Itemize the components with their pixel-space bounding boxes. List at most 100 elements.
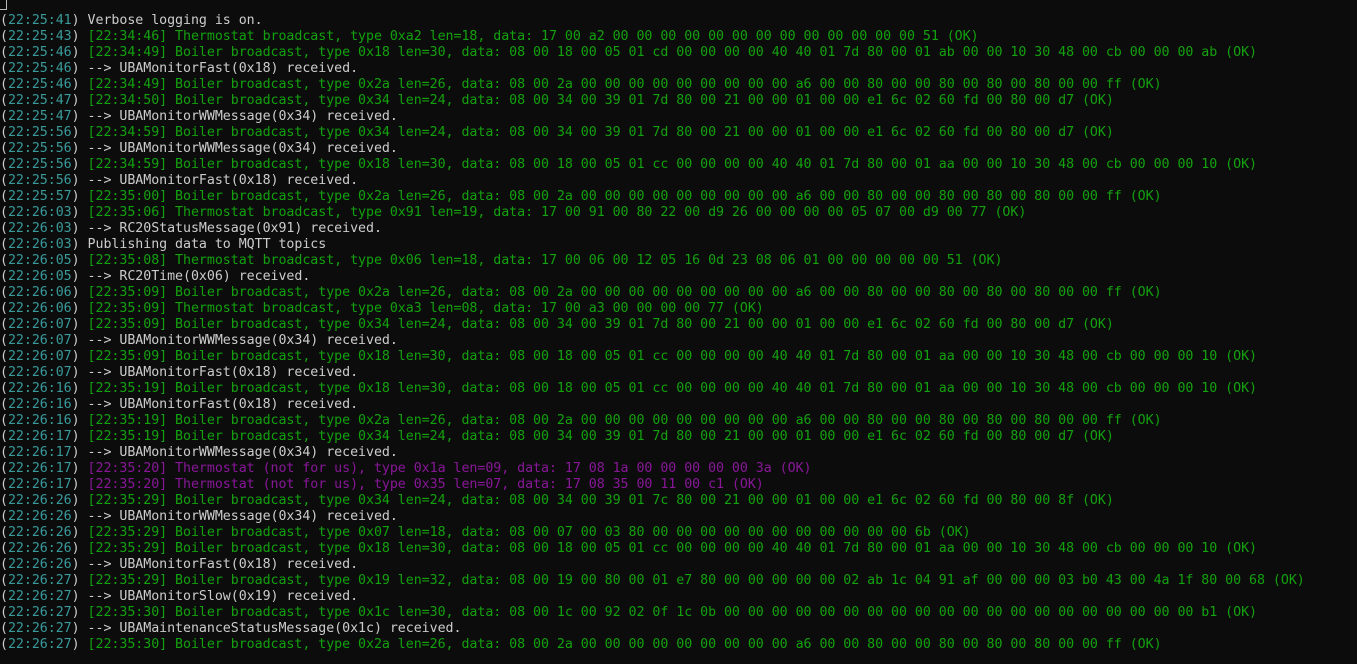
log-line: (22:26:05) --> RC20Time(0x06) received. [0,269,1305,285]
log-message: [22:35:08] Thermostat broadcast, type 0x… [87,253,1003,268]
log-line: (22:25:43) [22:34:46] Thermostat broadca… [0,29,1305,45]
log-line: (22:26:26) [22:35:29] Boiler broadcast, … [0,525,1305,541]
paren: ( [0,589,8,604]
log-timestamp: 22:26:03 [7,221,72,236]
log-message: --> UBAMonitorFast(0x18) received. [87,397,359,412]
log-timestamp: 22:26:26 [7,525,72,540]
log-line: (22:26:03) --> RC20StatusMessage(0x91) r… [0,221,1305,237]
log-message: [22:35:29] Boiler broadcast, type 0x19 l… [87,573,1305,588]
log-timestamp: 22:26:03 [7,237,72,252]
log-message: --> UBAMonitorWWMessage(0x34) received. [87,333,398,348]
log-timestamp: 22:26:16 [7,381,72,396]
log-timestamp: 22:26:07 [7,349,72,364]
log-message: --> UBAMonitorFast(0x18) received. [87,557,359,572]
log-message: [22:35:19] Boiler broadcast, type 0x2a l… [87,413,1162,428]
log-timestamp: 22:26:27 [7,589,72,604]
paren: ( [0,349,8,364]
log-timestamp: 22:26:17 [7,445,72,460]
paren: ) [71,573,88,588]
log-message: [22:35:29] Boiler broadcast, type 0x07 l… [87,525,971,540]
paren: ( [0,221,8,236]
paren: ( [0,573,8,588]
log-message: [22:35:09] Boiler broadcast, type 0x18 l… [87,349,1258,364]
log-timestamp: 22:26:05 [7,253,72,268]
paren: ( [0,29,8,44]
paren: ) [71,301,88,316]
log-line: (22:26:16) [22:35:19] Boiler broadcast, … [0,413,1305,429]
paren: ) [71,349,88,364]
log-line: (22:26:07) --> UBAMonitorFast(0x18) rece… [0,365,1305,381]
log-line: (22:25:56) [22:34:59] Boiler broadcast, … [0,125,1305,141]
paren: ) [71,173,88,188]
paren: ( [0,189,8,204]
log-timestamp: 22:25:56 [7,173,72,188]
paren: ) [71,477,88,492]
log-line: (22:25:41) Verbose logging is on. [0,13,1305,29]
log-line: (22:26:03) [22:35:06] Thermostat broadca… [0,205,1305,221]
log-line: (22:26:17) [22:35:20] Thermostat (not fo… [0,461,1305,477]
paren: ( [0,173,8,188]
log-line: (22:26:16) [22:35:19] Boiler broadcast, … [0,381,1305,397]
log-line: (22:26:26) --> UBAMonitorFast(0x18) rece… [0,557,1305,573]
paren: ) [71,45,88,60]
log-timestamp: 22:26:16 [7,397,72,412]
paren: ) [71,413,88,428]
log-timestamp: 22:26:27 [7,605,72,620]
log-line: (22:26:17) [22:35:19] Boiler broadcast, … [0,429,1305,445]
log-timestamp: 22:25:46 [7,61,72,76]
log-timestamp: 22:25:41 [7,13,72,28]
log-timestamp: 22:25:56 [7,141,72,156]
paren: ( [0,509,8,524]
log-timestamp: 22:25:46 [7,45,72,60]
log-line: (22:26:26) [22:35:29] Boiler broadcast, … [0,541,1305,557]
paren: ( [0,381,8,396]
log-line: (22:25:57) [22:35:00] Boiler broadcast, … [0,189,1305,205]
paren: ( [0,125,8,140]
paren: ) [71,205,88,220]
paren: ) [71,109,88,124]
log-message: --> UBAMonitorFast(0x18) received. [87,365,359,380]
log-timestamp: 22:26:17 [7,429,72,444]
log-line: (22:25:56) --> UBAMonitorFast(0x18) rece… [0,173,1305,189]
log-line: (22:26:06) [22:35:09] Thermostat broadca… [0,301,1305,317]
log-message: [22:35:09] Boiler broadcast, type 0x2a l… [87,285,1162,300]
paren: ) [71,509,88,524]
log-message: [22:35:29] Boiler broadcast, type 0x18 l… [87,541,1258,556]
paren: ( [0,333,8,348]
log-timestamp: 22:25:47 [7,109,72,124]
log-timestamp: 22:26:05 [7,269,72,284]
paren: ( [0,397,8,412]
paren: ) [71,429,88,444]
paren: ) [71,157,88,172]
log-timestamp: 22:26:27 [7,637,72,652]
log-message: [22:35:09] Thermostat broadcast, type 0x… [87,301,764,316]
log-line: (22:26:27) [22:35:29] Boiler broadcast, … [0,573,1305,589]
log-timestamp: 22:25:56 [7,125,72,140]
paren: ( [0,285,8,300]
log-line: (22:26:26) [22:35:29] Boiler broadcast, … [0,493,1305,509]
log-line: (22:26:05) [22:35:08] Thermostat broadca… [0,253,1305,269]
log-line: (22:25:56) --> UBAMonitorWWMessage(0x34)… [0,141,1305,157]
log-message: [22:35:06] Thermostat broadcast, type 0x… [87,205,1027,220]
terminal-output[interactable]: (22:25:41) Verbose logging is on. (22:25:… [0,13,1305,653]
paren: ( [0,621,8,636]
log-timestamp: 22:26:16 [7,413,72,428]
log-timestamp: 22:26:27 [7,573,72,588]
paren: ) [71,541,88,556]
paren: ) [71,637,88,652]
log-timestamp: 22:26:07 [7,365,72,380]
paren: ) [71,93,88,108]
log-message: --> RC20StatusMessage(0x91) received. [87,221,382,236]
paren: ( [0,301,8,316]
paren: ( [0,637,8,652]
paren: ) [71,365,88,380]
paren: ) [71,285,88,300]
paren: ( [0,429,8,444]
paren: ) [71,125,88,140]
paren: ( [0,445,8,460]
log-line: (22:26:07) --> UBAMonitorWWMessage(0x34)… [0,333,1305,349]
log-timestamp: 22:26:17 [7,461,72,476]
paren: ) [71,253,88,268]
paren: ( [0,77,8,92]
paren: ) [71,605,88,620]
